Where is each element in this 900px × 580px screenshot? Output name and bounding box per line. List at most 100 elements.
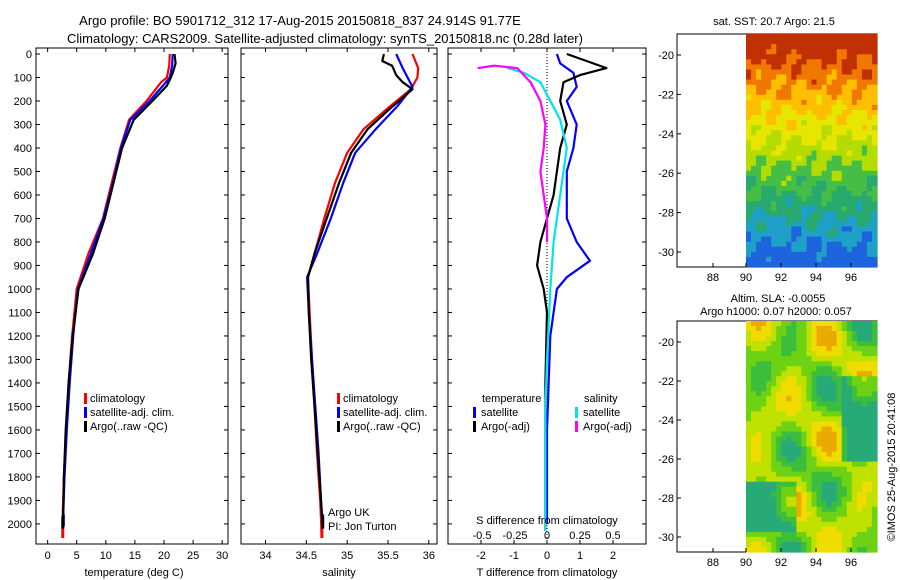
- map-cell: [836, 401, 843, 407]
- map-cell: [751, 511, 757, 518]
- map-cell: [806, 401, 813, 407]
- map-cell: [751, 186, 757, 192]
- map-cell: [761, 361, 767, 367]
- map-cell: [771, 446, 777, 453]
- map-cell: [766, 130, 772, 136]
- map-cell: [821, 69, 828, 76]
- map-cell: [806, 361, 813, 367]
- map-cell: [746, 511, 752, 518]
- map-cell: [846, 170, 853, 177]
- map-cell: [776, 140, 782, 147]
- map-cell: [791, 351, 797, 357]
- sst-map-ticks: 88 90 92 94 96-20-22-24-26-28-30: [658, 50, 857, 284]
- map-cell: [821, 226, 828, 233]
- map-cell: [761, 446, 767, 453]
- map-cell: [816, 160, 823, 167]
- map-cell: [831, 481, 838, 488]
- map-cell: [821, 201, 828, 207]
- map-cell: [846, 84, 853, 91]
- map-cell: [756, 54, 762, 60]
- map-cell: [872, 54, 878, 60]
- map-cell: [841, 451, 848, 458]
- map-cell: [846, 446, 853, 453]
- map-cell: [761, 511, 767, 518]
- map-cell: [781, 74, 787, 81]
- map-cell: [826, 170, 833, 177]
- map-cell: [751, 89, 757, 96]
- map-cell: [826, 411, 833, 417]
- map-cell: [776, 421, 782, 427]
- map-x-tick-label: 94: [810, 272, 822, 284]
- map-cell: [872, 341, 878, 347]
- map-cell: [836, 436, 843, 443]
- map-cell: [861, 165, 868, 172]
- map-cell: [866, 481, 873, 488]
- map-cell: [786, 251, 792, 258]
- map-cell: [836, 371, 843, 377]
- map-cell: [831, 526, 838, 533]
- map-cell: [791, 125, 797, 131]
- sst-map: 88 90 92 94 96-20-22-24-26-28-30: [658, 33, 878, 284]
- map-cell: [796, 436, 802, 443]
- map-cell: [771, 201, 777, 207]
- map-cell: [861, 125, 868, 131]
- map-cell: [756, 411, 762, 417]
- map-cell: [756, 216, 762, 222]
- map-cell: [856, 79, 863, 86]
- map-cell: [826, 361, 833, 367]
- map-cell: [771, 536, 777, 543]
- map-cell: [761, 231, 767, 238]
- map-cell: [801, 241, 807, 248]
- map-cell: [836, 44, 843, 50]
- map-cell: [806, 536, 813, 543]
- map-cell: [781, 461, 787, 468]
- map-cell: [846, 150, 853, 157]
- map-cell: [791, 64, 797, 71]
- map-cell: [761, 241, 767, 248]
- map-cell: [761, 150, 767, 157]
- map-cell: [786, 416, 792, 422]
- map-cell: [841, 361, 848, 367]
- map-cell: [786, 115, 792, 121]
- map-cell: [811, 251, 818, 258]
- map-cell: [791, 59, 797, 65]
- map-cell: [866, 536, 873, 543]
- map-cell: [811, 401, 818, 407]
- map-cell: [766, 120, 772, 126]
- map-cell: [761, 201, 767, 207]
- map-cell: [761, 321, 767, 327]
- map-cell: [746, 547, 752, 553]
- map-cell: [841, 321, 848, 327]
- map-cell: [821, 251, 828, 258]
- map-cell: [806, 84, 813, 91]
- map-cell: [816, 49, 823, 55]
- map-cell: [866, 506, 873, 513]
- map-cell: [796, 201, 802, 207]
- map-cell: [851, 441, 858, 448]
- map-cell: [801, 211, 807, 217]
- map-cell: [831, 411, 838, 417]
- map-cell: [836, 221, 843, 228]
- map-cell: [771, 521, 777, 528]
- map-cell: [756, 175, 762, 182]
- map-cell: [766, 411, 772, 417]
- map-cell: [746, 49, 752, 55]
- map-cell: [872, 211, 878, 217]
- map-cell: [771, 436, 777, 443]
- map-cell: [856, 211, 863, 217]
- map-cell: [786, 79, 792, 86]
- map-cell: [786, 326, 792, 332]
- map-cell: [811, 431, 818, 438]
- map-cell: [791, 451, 797, 458]
- map-cell: [866, 150, 873, 157]
- map-cell: [836, 130, 843, 136]
- map-x-tick-label: 88: [707, 557, 719, 569]
- x-tick-label: 0: [544, 550, 550, 562]
- map-cell: [796, 376, 802, 382]
- map-cell: [751, 226, 757, 233]
- map-cell: [746, 416, 752, 422]
- map-cell: [786, 135, 792, 141]
- legend-swatch-argo: [337, 421, 340, 432]
- map-cell: [831, 251, 838, 258]
- map-cell: [866, 351, 873, 357]
